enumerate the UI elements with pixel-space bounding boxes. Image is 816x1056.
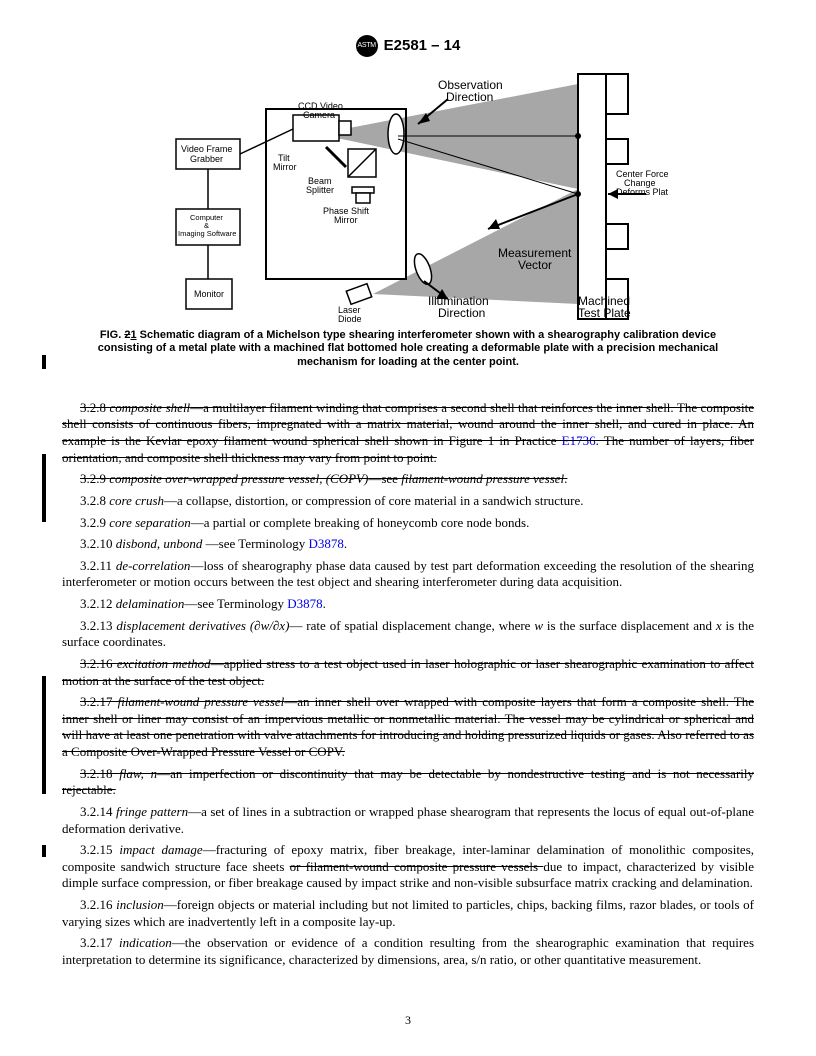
struck-text: or filament-wound composite pressure ves… bbox=[290, 859, 544, 874]
num: 3.2.17 bbox=[80, 935, 119, 950]
page-header: ASTM E2581 – 14 bbox=[62, 34, 754, 57]
caption-fig-prefix: FIG. bbox=[100, 329, 124, 341]
svg-text:IlluminationDirection: IlluminationDirection bbox=[428, 294, 489, 320]
term: disbond, unbond bbox=[116, 536, 206, 551]
definition-displacement-derivatives: 3.2.13 displacement derivatives (∂w/∂x)—… bbox=[62, 618, 754, 651]
definition-core-crush: 3.2.8 core crush—a collapse, distortion,… bbox=[62, 493, 754, 510]
def-text: . bbox=[564, 471, 567, 486]
svg-text:MachinedTest Plate: MachinedTest Plate bbox=[578, 294, 631, 320]
svg-text:BeamSplitter: BeamSplitter bbox=[306, 176, 334, 195]
def-text: —see bbox=[368, 471, 401, 486]
def-text: —see Terminology bbox=[206, 536, 309, 551]
definition-delamination: 3.2.12 delamination—see Terminology D387… bbox=[62, 596, 754, 613]
def-text: . bbox=[323, 596, 326, 611]
def-text: —foreign objects or material including b… bbox=[62, 897, 754, 929]
definition-impact-damage: 3.2.15 impact damage—fracturing of epoxy… bbox=[62, 842, 754, 892]
def-text: —an imperfection or discontinuity that m… bbox=[62, 766, 754, 798]
term: de-correlation bbox=[116, 558, 191, 573]
svg-text:TiltMirror: TiltMirror bbox=[273, 153, 297, 172]
def-text: is the surface displacement and bbox=[543, 618, 716, 633]
term: core crush bbox=[109, 493, 164, 508]
def-text: —see Terminology bbox=[184, 596, 287, 611]
def-text: —a partial or complete breaking of honey… bbox=[191, 515, 530, 530]
definition-fringe-pattern: 3.2.14 fringe pattern—a set of lines in … bbox=[62, 804, 754, 837]
term: excitation method bbox=[117, 656, 211, 671]
caption-text: Schematic diagram of a Michelson type sh… bbox=[98, 329, 718, 369]
svg-text:Monitor: Monitor bbox=[194, 289, 224, 299]
term: flaw, n bbox=[119, 766, 157, 781]
change-bar bbox=[42, 355, 46, 369]
astm-logo-icon: ASTM bbox=[356, 35, 378, 57]
def-text: . bbox=[344, 536, 347, 551]
num: 3.2.16 bbox=[80, 897, 116, 912]
term: delamination bbox=[116, 596, 185, 611]
term: displacement derivatives (∂w/∂x) bbox=[116, 618, 289, 633]
num: 3.2.17 bbox=[80, 694, 118, 709]
ref-link[interactable]: D3878 bbox=[287, 596, 322, 611]
term: filament-wound pressure vessel bbox=[401, 471, 564, 486]
term: core separation bbox=[109, 515, 190, 530]
definition-disbond: 3.2.10 disbond, unbond —see Terminology … bbox=[62, 536, 754, 553]
body-text: 3.2.8 composite shell—a multilayer filam… bbox=[62, 400, 754, 969]
term: composite shell bbox=[109, 400, 190, 415]
change-bar bbox=[42, 454, 46, 522]
definition-de-correlation: 3.2.11 de-correlation—loss of shearograp… bbox=[62, 558, 754, 591]
term: composite over-wrapped pressure vessel, … bbox=[109, 471, 368, 486]
term: impact damage bbox=[119, 842, 202, 857]
definition-excitation-method: 3.2.16 excitation method—applied stress … bbox=[62, 656, 754, 689]
num: 3.2.9 bbox=[80, 471, 109, 486]
num: 3.2.13 bbox=[80, 618, 116, 633]
definition-filament-wound-pv: 3.2.17 filament-wound pressure vessel—an… bbox=[62, 694, 754, 761]
num: 3.2.11 bbox=[80, 558, 116, 573]
definition-indication: 3.2.17 indication—the observation or evi… bbox=[62, 935, 754, 968]
term: filament-wound pressure vessel bbox=[118, 694, 285, 709]
num: 3.2.9 bbox=[80, 515, 109, 530]
num: 3.2.16 bbox=[80, 656, 117, 671]
num: 3.2.10 bbox=[80, 536, 116, 551]
definition-composite-shell: 3.2.8 composite shell—a multilayer filam… bbox=[62, 400, 754, 467]
num: 3.2.14 bbox=[80, 804, 116, 819]
definition-copv: 3.2.9 composite over-wrapped pressure ve… bbox=[62, 471, 754, 488]
change-bar bbox=[42, 676, 46, 794]
def-text: —a collapse, distortion, or compression … bbox=[164, 493, 584, 508]
term: inclusion bbox=[116, 897, 164, 912]
term: fringe pattern bbox=[116, 804, 188, 819]
ref-link[interactable]: D3878 bbox=[309, 536, 344, 551]
num: 3.2.12 bbox=[80, 596, 116, 611]
figure-diagram: CCD VideoCamera Video FrameGrabber Compu… bbox=[62, 69, 754, 325]
num: 3.2.15 bbox=[80, 842, 119, 857]
svg-text:ObservationDirection: ObservationDirection bbox=[438, 78, 503, 104]
svg-text:LaserDiode: LaserDiode bbox=[338, 305, 362, 324]
ref-link[interactable]: E1736 bbox=[562, 433, 596, 448]
svg-text:Phase ShiftMirror: Phase ShiftMirror bbox=[323, 206, 370, 225]
figure-caption: FIG. 21 Schematic diagram of a Michelson… bbox=[92, 329, 724, 370]
page-number: 3 bbox=[0, 1013, 816, 1028]
num: 3.2.18 bbox=[80, 766, 119, 781]
svg-text:Center ForceChangeDeforms Plat: Center ForceChangeDeforms Plate bbox=[616, 169, 668, 197]
def-text: — rate of spatial displacement change, w… bbox=[289, 618, 534, 633]
change-bar bbox=[42, 845, 46, 857]
definition-flaw: 3.2.18 flaw, n—an imperfection or discon… bbox=[62, 766, 754, 799]
num: 3.2.8 bbox=[80, 400, 109, 415]
num: 3.2.8 bbox=[80, 493, 109, 508]
definition-core-separation: 3.2.9 core separation—a partial or compl… bbox=[62, 515, 754, 532]
term: indication bbox=[119, 935, 172, 950]
document-number: E2581 – 14 bbox=[384, 37, 461, 54]
definition-inclusion: 3.2.16 inclusion—foreign objects or mate… bbox=[62, 897, 754, 930]
var: w bbox=[534, 618, 543, 633]
